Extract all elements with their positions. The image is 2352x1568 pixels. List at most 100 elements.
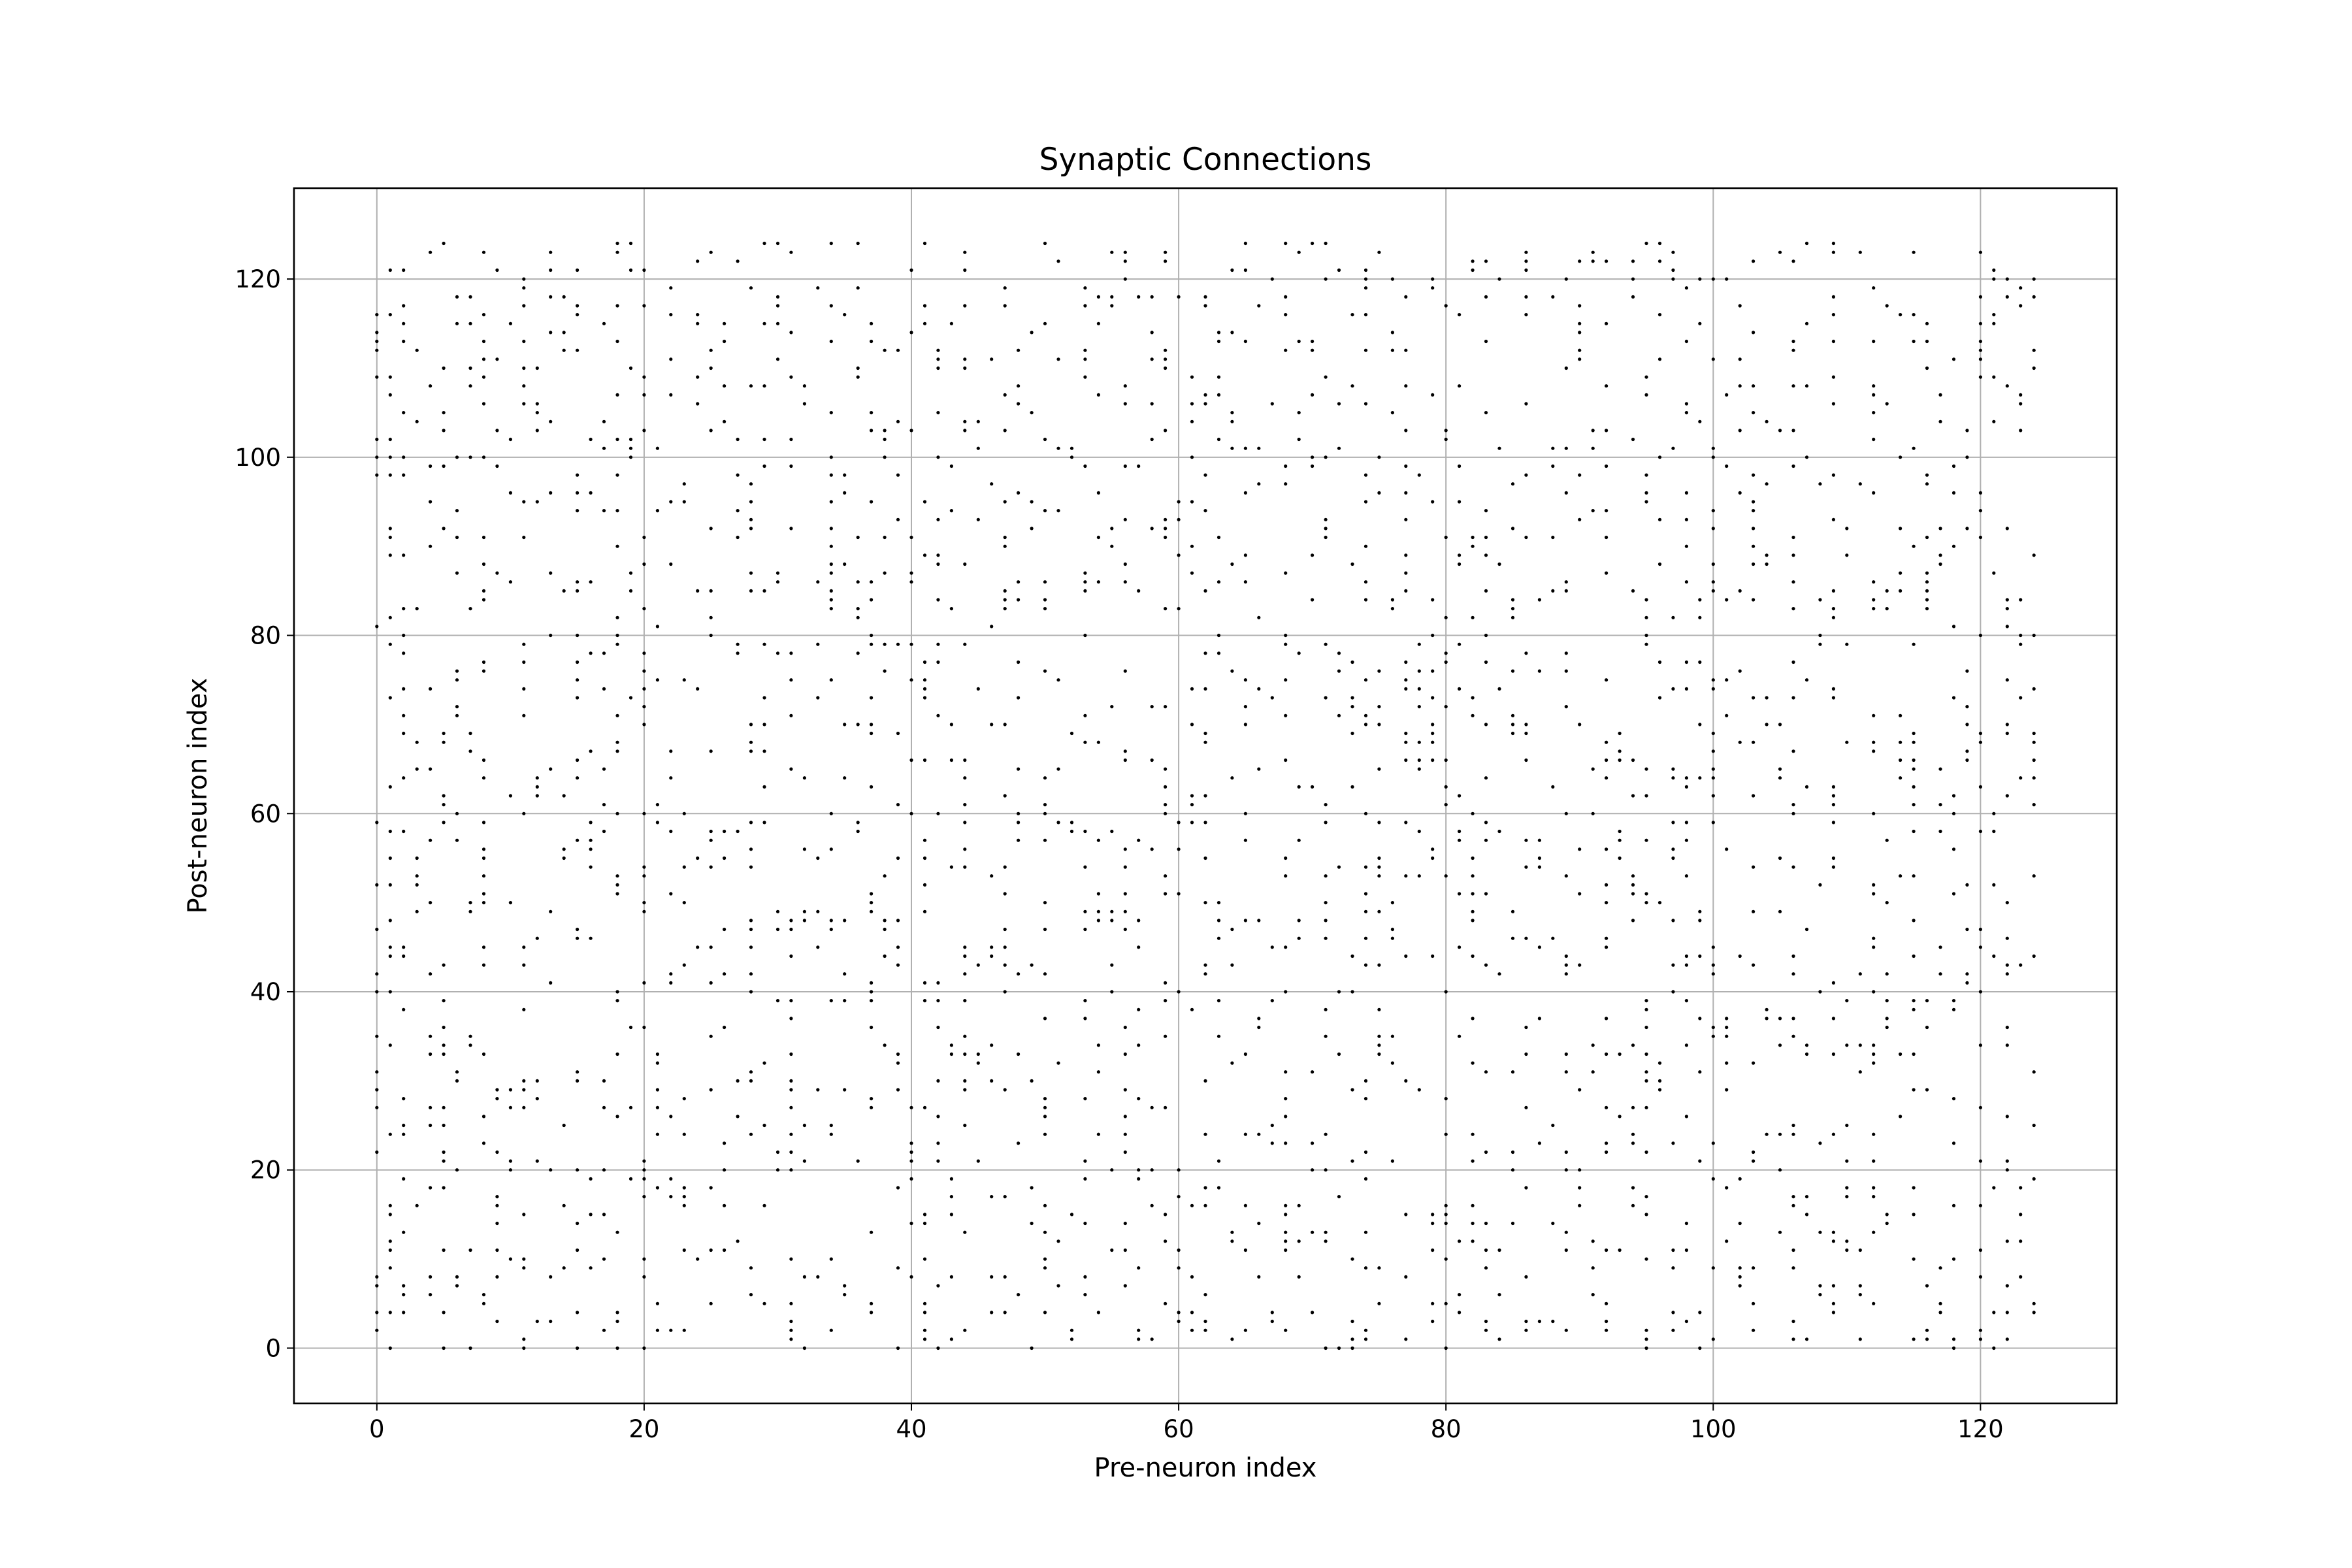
connection-point xyxy=(1043,811,1047,815)
connection-point xyxy=(522,1079,526,1083)
connection-point xyxy=(576,313,580,317)
connection-point xyxy=(1925,589,1929,593)
connection-point xyxy=(1270,402,1274,406)
connection-point xyxy=(642,535,646,540)
connection-point xyxy=(2005,1025,2009,1030)
connection-point xyxy=(1203,1186,1207,1190)
connection-point xyxy=(1818,642,1822,646)
connection-point xyxy=(1591,250,1595,254)
connection-point xyxy=(1952,999,1956,1003)
connection-point xyxy=(415,607,419,611)
connection-point xyxy=(1056,1239,1060,1243)
connection-point xyxy=(923,758,927,762)
connection-point xyxy=(2019,286,2023,290)
connection-point xyxy=(1551,464,1555,468)
connection-point xyxy=(576,927,580,932)
connection-point xyxy=(1965,527,1969,531)
connection-point xyxy=(1217,936,1221,940)
connection-point xyxy=(1230,268,1234,272)
connection-point xyxy=(1404,740,1408,744)
connection-point xyxy=(1511,1150,1515,1154)
connection-point xyxy=(776,651,780,655)
connection-point xyxy=(723,384,727,388)
connection-point xyxy=(1150,1105,1154,1109)
connection-point xyxy=(1203,1132,1207,1136)
connection-point xyxy=(1578,331,1582,335)
connection-point xyxy=(1658,1079,1662,1083)
connection-point xyxy=(1671,767,1675,771)
connection-point xyxy=(1030,500,1034,504)
connection-point xyxy=(669,1177,673,1181)
connection-point xyxy=(549,1275,553,1279)
connection-point xyxy=(669,500,673,504)
connection-point xyxy=(1845,740,1849,744)
connection-point xyxy=(1350,954,1354,958)
connection-point xyxy=(615,1311,619,1315)
connection-point xyxy=(1311,348,1315,352)
connection-point xyxy=(522,660,526,664)
connection-point xyxy=(909,535,913,540)
connection-point xyxy=(455,455,459,459)
connection-point xyxy=(709,429,713,433)
connection-point xyxy=(923,1213,927,1217)
connection-point xyxy=(1190,687,1194,691)
connection-point xyxy=(896,1346,900,1350)
connection-point xyxy=(1992,954,1996,958)
connection-point xyxy=(1752,598,1756,602)
connection-point xyxy=(1497,1293,1501,1297)
connection-point xyxy=(1284,1203,1288,1207)
connection-point xyxy=(1605,758,1609,762)
connection-point xyxy=(1431,696,1435,700)
connection-point xyxy=(936,1079,940,1083)
connection-point xyxy=(1899,571,1903,575)
connection-point xyxy=(429,500,433,504)
connection-point xyxy=(1605,259,1609,263)
connection-point xyxy=(1698,1159,1702,1163)
connection-point xyxy=(1872,1132,1876,1136)
connection-point xyxy=(1591,259,1595,263)
connection-point xyxy=(1644,491,1648,495)
connection-point xyxy=(388,615,392,619)
connection-point xyxy=(629,268,633,272)
connection-point xyxy=(682,1203,686,1207)
connection-point xyxy=(762,589,766,593)
connection-point xyxy=(1752,1328,1756,1332)
connection-point xyxy=(1952,794,1956,798)
connection-point xyxy=(1177,1168,1181,1172)
connection-point xyxy=(1297,651,1301,655)
connection-point xyxy=(1017,384,1021,388)
connection-point xyxy=(1444,429,1448,433)
connection-point xyxy=(522,1213,526,1217)
connection-point xyxy=(1337,713,1341,717)
connection-point xyxy=(1003,1195,1007,1199)
connection-point xyxy=(1096,919,1100,923)
connection-point xyxy=(1738,1275,1742,1279)
connection-point xyxy=(723,972,727,976)
connection-point xyxy=(1845,1123,1849,1128)
connection-point xyxy=(936,553,940,557)
connection-point xyxy=(963,1123,967,1128)
connection-point xyxy=(549,767,553,771)
connection-point xyxy=(2005,1337,2009,1341)
connection-point xyxy=(1284,713,1288,717)
connection-point xyxy=(1885,901,1889,905)
connection-point xyxy=(1671,277,1675,281)
connection-point xyxy=(1872,936,1876,940)
connection-point xyxy=(1083,1221,1087,1226)
connection-point xyxy=(442,1186,446,1190)
connection-point xyxy=(1471,909,1475,913)
connection-point xyxy=(1965,927,1969,932)
connection-point xyxy=(1831,856,1835,860)
connection-point xyxy=(1658,357,1662,361)
connection-point xyxy=(1270,1311,1274,1315)
connection-point xyxy=(576,1248,580,1252)
connection-point xyxy=(1390,1034,1394,1038)
connection-point xyxy=(870,696,874,700)
connection-point xyxy=(1471,1221,1475,1226)
connection-point xyxy=(1003,598,1007,602)
connection-point xyxy=(442,1025,446,1030)
connection-point xyxy=(1017,598,1021,602)
connection-point xyxy=(1337,669,1341,673)
connection-point xyxy=(1137,1337,1141,1341)
connection-point xyxy=(2032,758,2036,762)
